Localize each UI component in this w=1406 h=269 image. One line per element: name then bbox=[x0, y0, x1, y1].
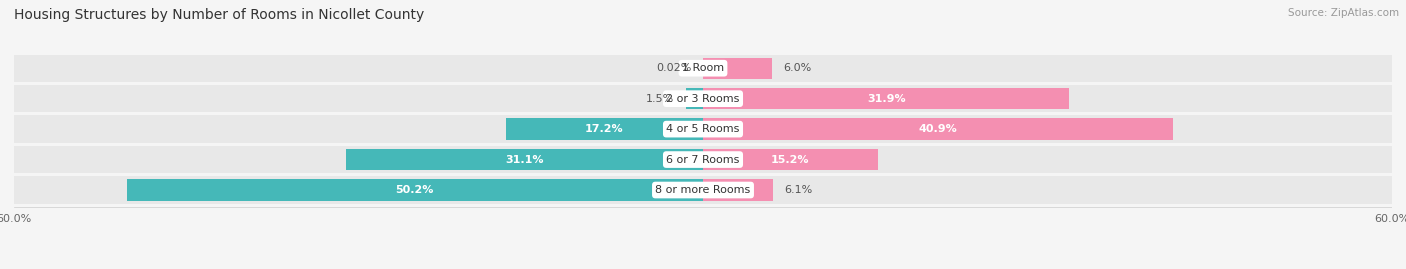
Text: 1 Room: 1 Room bbox=[682, 63, 724, 73]
Text: 50.2%: 50.2% bbox=[395, 185, 434, 195]
Bar bbox=[703, 118, 1173, 140]
Text: 1.5%: 1.5% bbox=[645, 94, 675, 104]
Text: Source: ZipAtlas.com: Source: ZipAtlas.com bbox=[1288, 8, 1399, 18]
Bar bbox=[703, 58, 772, 79]
Text: 8 or more Rooms: 8 or more Rooms bbox=[655, 185, 751, 195]
Text: Housing Structures by Number of Rooms in Nicollet County: Housing Structures by Number of Rooms in… bbox=[14, 8, 425, 22]
Bar bbox=[14, 176, 1392, 204]
Text: 40.9%: 40.9% bbox=[918, 124, 957, 134]
Bar bbox=[14, 146, 1392, 173]
Bar bbox=[703, 179, 773, 201]
Bar bbox=[686, 88, 703, 109]
Text: 6 or 7 Rooms: 6 or 7 Rooms bbox=[666, 155, 740, 165]
Text: 15.2%: 15.2% bbox=[770, 155, 810, 165]
Text: 31.1%: 31.1% bbox=[505, 155, 544, 165]
Text: 6.0%: 6.0% bbox=[783, 63, 811, 73]
Text: 31.9%: 31.9% bbox=[868, 94, 905, 104]
Bar bbox=[14, 115, 1392, 143]
Bar bbox=[703, 149, 877, 170]
Bar bbox=[346, 149, 703, 170]
Text: 4 or 5 Rooms: 4 or 5 Rooms bbox=[666, 124, 740, 134]
Bar bbox=[14, 55, 1392, 82]
Bar bbox=[703, 88, 1070, 109]
Bar bbox=[506, 118, 703, 140]
Text: 2 or 3 Rooms: 2 or 3 Rooms bbox=[666, 94, 740, 104]
Text: 6.1%: 6.1% bbox=[785, 185, 813, 195]
Bar bbox=[14, 85, 1392, 112]
Bar bbox=[127, 179, 703, 201]
Text: 0.02%: 0.02% bbox=[657, 63, 692, 73]
Text: 17.2%: 17.2% bbox=[585, 124, 624, 134]
